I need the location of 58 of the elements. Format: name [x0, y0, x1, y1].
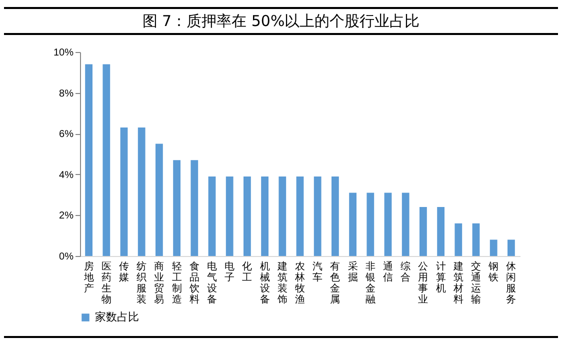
y-tick-label: 2% [59, 210, 74, 222]
x-tick-label: 食品饮料 [188, 260, 200, 306]
bar [508, 240, 515, 256]
x-tick-label: 纺织服装 [136, 260, 147, 306]
x-tick-label: 有色金属 [330, 260, 340, 306]
x-tick-label: 非银金融 [364, 260, 376, 306]
x-tick-label: 农林牧渔 [294, 262, 305, 306]
bar [138, 127, 146, 256]
legend-label: 家数占比 [95, 310, 139, 324]
x-tick-label: 计算机 [436, 260, 446, 294]
x-tick-label: 电气设备 [207, 260, 217, 306]
x-tick-label: 电子 [224, 260, 235, 284]
y-tick-label: 4% [59, 170, 74, 181]
y-tick-label: 6% [59, 129, 74, 140]
x-tick-label: 轻工制造 [172, 260, 182, 306]
x-tick-label: 化工 [242, 260, 252, 284]
x-tick-label: 医药生物 [101, 262, 112, 306]
bar [402, 192, 410, 256]
bar [120, 127, 128, 256]
x-tick-label: 综合 [400, 260, 411, 284]
bar [349, 192, 356, 256]
bar [420, 207, 427, 256]
x-tick-label: 汽车 [312, 260, 323, 284]
bar [85, 64, 92, 256]
x-tick-label: 建筑装饰 [276, 260, 288, 306]
chart-title: 图 7：质押率在 50%以上的个股行业占比 [4, 7, 558, 35]
bar [208, 176, 216, 256]
bar [190, 160, 198, 256]
bar [226, 176, 234, 256]
bar [454, 223, 462, 256]
bar [366, 192, 374, 256]
bar [437, 207, 444, 256]
y-tick-label: 10% [53, 48, 74, 58]
bar [490, 240, 498, 256]
x-tick-label: 建筑材料 [452, 260, 464, 306]
bar [156, 144, 163, 256]
x-tick-label: 交通运输 [471, 260, 481, 306]
bar [384, 192, 392, 256]
y-tick-label: 0% [59, 252, 74, 262]
bar [296, 176, 304, 256]
bar [278, 176, 286, 256]
bar [102, 64, 110, 256]
x-tick-label: 传媒 [119, 262, 129, 284]
x-tick-label: 房地产 [82, 260, 94, 294]
x-tick-label: 机械设备 [260, 260, 270, 306]
x-tick-label: 通信 [383, 260, 393, 284]
x-tick-label: 休闲服务 [506, 262, 516, 306]
bar [261, 176, 268, 256]
x-tick-label: 商业贸易 [154, 260, 164, 306]
x-tick-label: 钢铁 [488, 262, 499, 284]
x-tick-label: 公用事业 [418, 260, 428, 306]
y-tick-label: 8% [59, 88, 74, 100]
bar [472, 223, 480, 256]
bar [314, 176, 322, 256]
bar [332, 176, 339, 256]
bar [173, 160, 180, 256]
bar [244, 176, 251, 256]
x-tick-label: 采掘 [348, 260, 358, 284]
